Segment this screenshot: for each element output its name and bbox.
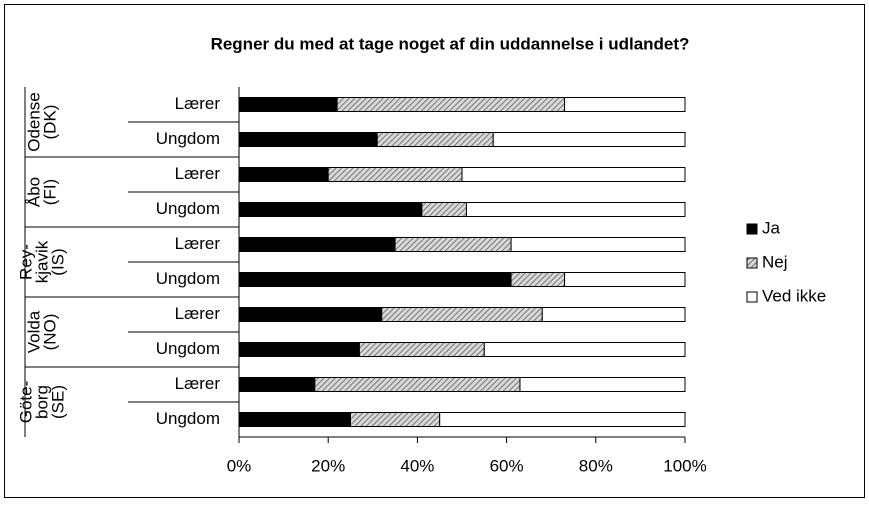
bar-segment: [421, 202, 467, 217]
bar-segment: [238, 412, 351, 427]
group-label: (NO): [40, 314, 59, 351]
bar-segment: [519, 377, 686, 392]
group-label: kjavik: [32, 240, 51, 283]
x-tick-label: 60%: [490, 456, 524, 475]
legend-label: Ved ikke: [762, 286, 826, 305]
x-tick-label: 0%: [227, 456, 252, 475]
bar-segment: [358, 342, 485, 357]
category-label: Ungdom: [156, 339, 220, 358]
group-label: borg: [32, 385, 51, 419]
bar-segment: [238, 342, 360, 357]
x-tick-label: 100%: [663, 456, 706, 475]
bar-segment: [492, 132, 686, 147]
category-label: Lærer: [175, 304, 221, 323]
bar-segment: [564, 272, 686, 287]
category-label: Lærer: [175, 164, 221, 183]
bar-segment: [381, 307, 543, 322]
category-label: Lærer: [175, 94, 221, 113]
bar-segment: [465, 202, 686, 217]
bar-segment: [314, 377, 521, 392]
bar-segment: [238, 237, 396, 252]
bar-segment: [238, 97, 338, 112]
legend-marker: [746, 291, 758, 303]
group-label: (IS): [48, 248, 67, 275]
x-tick-label: 80%: [579, 456, 613, 475]
group-label: Göte-: [16, 381, 35, 424]
bar-segment: [483, 342, 686, 357]
group-label: (DK): [40, 105, 59, 140]
bar-segment: [238, 132, 378, 147]
group-label: (FI): [40, 179, 59, 205]
group-label: Rey-: [16, 244, 35, 280]
x-tick-label: 40%: [400, 456, 434, 475]
bar-segment: [238, 167, 329, 182]
category-label: Ungdom: [156, 409, 220, 428]
bar-segment: [238, 377, 316, 392]
category-label: Lærer: [175, 374, 221, 393]
category-label: Ungdom: [156, 129, 220, 148]
bar-segment: [564, 97, 686, 112]
bar-segment: [510, 237, 686, 252]
category-label: Lærer: [175, 234, 221, 253]
legend-label: Nej: [762, 252, 788, 271]
bar-segment: [510, 272, 566, 287]
bar-segment: [439, 412, 686, 427]
legend-marker: [746, 223, 758, 235]
bar-segment: [336, 97, 566, 112]
bar-segment: [541, 307, 686, 322]
bar-segment: [327, 167, 463, 182]
bar-segment: [394, 237, 512, 252]
bar-segment: [461, 167, 686, 182]
bar-segment: [238, 272, 512, 287]
legend-marker: [746, 257, 758, 269]
bar-segment: [238, 202, 423, 217]
group-label: Odense: [24, 92, 43, 152]
group-label: Volda: [24, 310, 43, 353]
bar-segment: [376, 132, 494, 147]
legend-label: Ja: [762, 218, 781, 237]
x-tick-label: 20%: [311, 456, 345, 475]
bar-segment: [238, 307, 383, 322]
chart-title: Regner du med at tage noget af din uddan…: [211, 34, 690, 53]
category-label: Ungdom: [156, 199, 220, 218]
category-label: Ungdom: [156, 269, 220, 288]
bar-segment: [350, 412, 441, 427]
group-label: (SE): [48, 385, 67, 419]
group-label: Åbo: [24, 177, 43, 207]
